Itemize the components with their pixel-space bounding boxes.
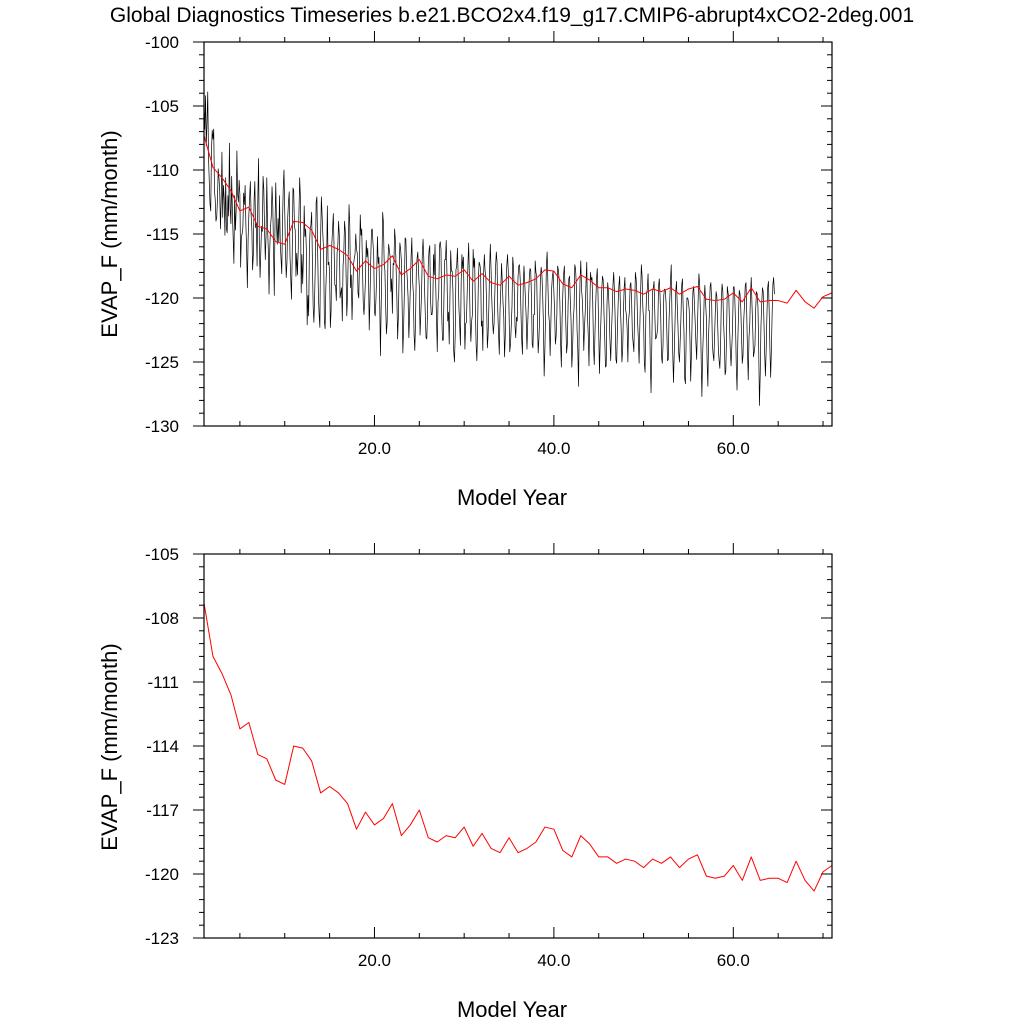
bottom-y-tick-label: -111: [147, 673, 179, 692]
top-y-tick-label: -120: [145, 289, 179, 308]
bottom-panel: EVAP_F (mm/month) Model Year 20.0 40.0 60.…: [97, 543, 833, 1022]
top-x-tick-label: 20.0: [358, 439, 391, 458]
top-x-axis-label: Model Year: [457, 485, 567, 510]
top-monthly-series-line: [203, 91, 775, 406]
bottom-y-tick-label: -105: [145, 545, 179, 564]
top-y-tick-label: -100: [145, 33, 179, 52]
bottom-x-tick-label: 40.0: [537, 951, 570, 970]
bottom-annual-series-line: [203, 602, 833, 892]
top-plot-area: [203, 91, 833, 406]
top-panel: EVAP_F (mm/month) Model Year 20.0 40.0 60.…: [97, 31, 833, 510]
bottom-y-tick-label: -123: [145, 929, 179, 948]
top-y-tick-label: -125: [145, 353, 179, 372]
top-plot-frame: [203, 41, 833, 427]
bottom-plot-frame: [203, 553, 833, 939]
top-y-tick-label: -105: [145, 97, 179, 116]
bottom-y-axis-label: EVAP_F (mm/month): [97, 643, 122, 850]
top-x-tick-label: 60.0: [717, 439, 750, 458]
bottom-axes: 20.0 40.0 60.0 -105 -108 -111 -114 -117 -120 -123: [145, 543, 832, 970]
bottom-x-tick-label: 60.0: [717, 951, 750, 970]
bottom-y-tick-label: -120: [145, 865, 179, 884]
bottom-y-tick-label: -117: [146, 801, 179, 820]
chart-title: Global Diagnostics Timeseries b.e21.BCO2…: [110, 4, 914, 27]
bottom-y-tick-label: -108: [145, 609, 179, 628]
top-y-axis-label: EVAP_F (mm/month): [97, 130, 122, 337]
top-annual-series-line: [203, 135, 833, 309]
bottom-plot-area: [203, 602, 833, 892]
bottom-y-tick-label: -114: [146, 737, 179, 756]
bottom-x-tick-label: 20.0: [358, 951, 391, 970]
top-axes: 20.0 40.0 60.0 -100 -105 -110 -115 -120 -125 -130: [145, 31, 832, 458]
bottom-x-axis-label: Model Year: [457, 997, 567, 1022]
top-y-tick-label: -130: [145, 417, 179, 436]
top-y-tick-label: -110: [146, 161, 179, 180]
top-y-tick-label: -115: [146, 225, 179, 244]
top-x-tick-label: 40.0: [537, 439, 570, 458]
